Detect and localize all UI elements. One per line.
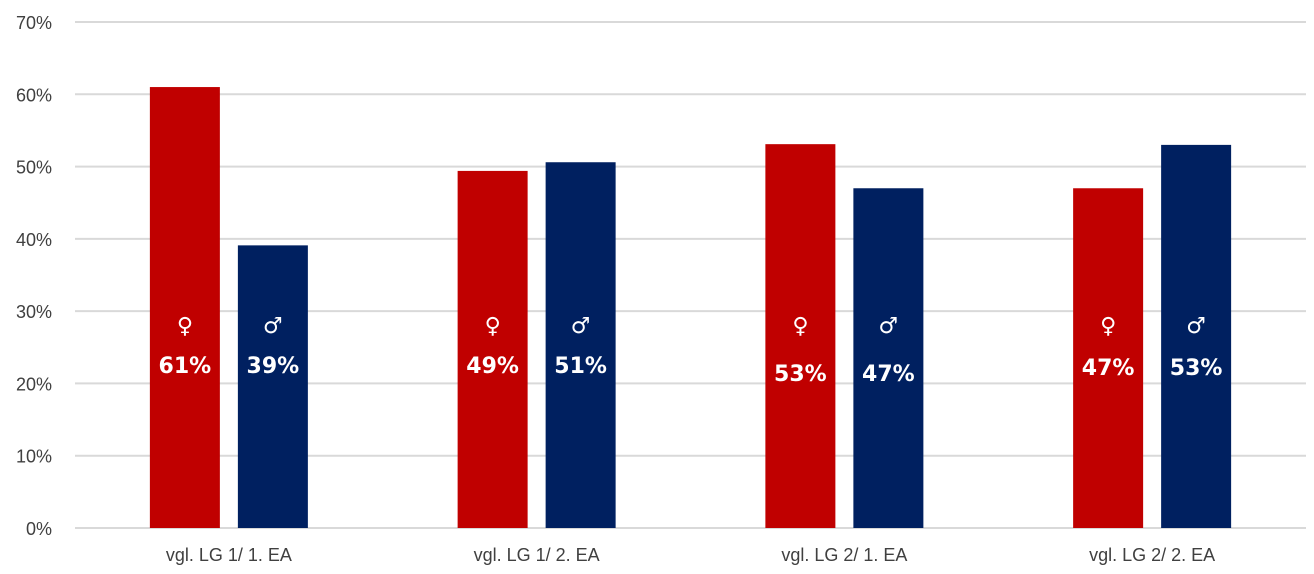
female-symbol: ♀: [177, 314, 193, 339]
male-bar: [853, 188, 924, 528]
male-bar: [1161, 144, 1232, 528]
male-symbol: ♂: [571, 314, 591, 339]
x-category-label: vgl. LG 1/ 1. EA: [166, 545, 292, 565]
y-tick-label: 70%: [16, 13, 52, 33]
male-bar: [545, 162, 616, 528]
female-bar: [1073, 188, 1144, 528]
bar-group: ♀ 53% ♂ 47%: [765, 144, 924, 529]
bar-value-label: 49%: [466, 354, 519, 379]
bar-value-label: 39%: [247, 354, 300, 379]
male-symbol: ♂: [1186, 314, 1206, 339]
bar-value-label: 61%: [159, 354, 212, 379]
y-axis-tick-labels: 0% 10% 20% 30% 40% 50% 60% 70%: [16, 13, 52, 539]
female-symbol: ♀: [485, 314, 501, 339]
bar-group: ♀ 49% ♂ 51%: [457, 162, 616, 528]
female-symbol: ♀: [1100, 314, 1116, 339]
y-tick-label: 50%: [16, 158, 52, 178]
bars: ♀ 61% ♂ 39% ♀ 49% ♂ 51% ♀ 53% ♂ 47% ♀ 47% ♂ 53%: [149, 87, 1232, 529]
bar-value-label: 53%: [774, 362, 827, 387]
male-symbol: ♂: [263, 314, 283, 339]
male-symbol: ♂: [879, 314, 899, 339]
y-tick-label: 10%: [16, 447, 52, 467]
x-category-label: vgl. LG 1/ 2. EA: [474, 545, 600, 565]
female-bar: [765, 144, 836, 529]
bar-value-label: 53%: [1170, 356, 1223, 381]
y-tick-label: 0%: [26, 519, 52, 539]
bar-group: ♀ 61% ♂ 39%: [149, 87, 308, 529]
male-bar: [237, 245, 308, 528]
y-tick-label: 60%: [16, 85, 52, 105]
x-category-label: vgl. LG 2/ 2. EA: [1089, 545, 1215, 565]
bar-value-label: 47%: [1082, 356, 1135, 381]
y-tick-label: 40%: [16, 230, 52, 250]
bar-value-label: 51%: [554, 354, 607, 379]
y-tick-label: 30%: [16, 302, 52, 322]
female-bar: [457, 170, 528, 528]
bar-value-label: 47%: [862, 362, 915, 387]
x-axis-category-labels: vgl. LG 1/ 1. EA vgl. LG 1/ 2. EA vgl. LG …: [166, 545, 1215, 565]
y-tick-label: 20%: [16, 374, 52, 394]
female-symbol: ♀: [792, 314, 808, 339]
bar-group: ♀ 47% ♂ 53%: [1073, 144, 1232, 528]
x-category-label: vgl. LG 2/ 1. EA: [781, 545, 907, 565]
female-bar: [149, 87, 220, 529]
